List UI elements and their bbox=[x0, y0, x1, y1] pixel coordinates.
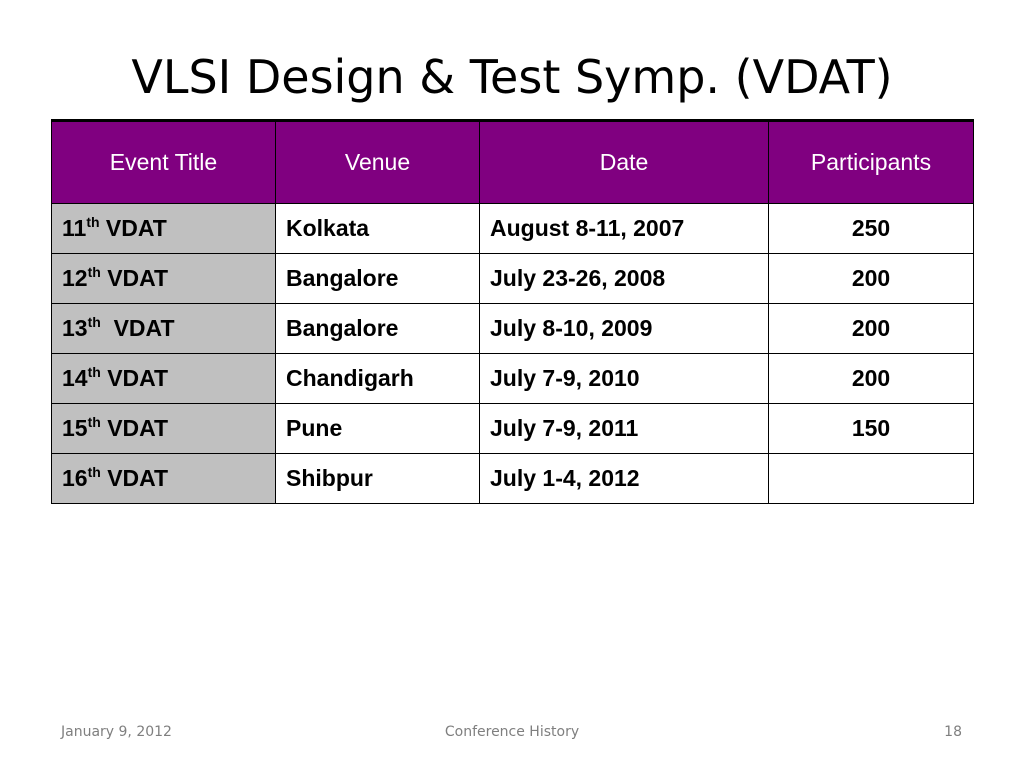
participants-cell: 250 bbox=[768, 203, 974, 254]
page-number: 18 bbox=[944, 724, 962, 740]
event-title-cell: 14th VDAT bbox=[51, 353, 276, 404]
venue-cell: Shibpur bbox=[275, 453, 480, 504]
event-title-cell: 11th VDAT bbox=[51, 203, 276, 254]
event-title-cell: 13th VDAT bbox=[51, 303, 276, 354]
participants-cell: 200 bbox=[768, 303, 974, 354]
date-cell: July 7-9, 2010 bbox=[479, 353, 769, 404]
event-name: VDAT bbox=[100, 415, 169, 441]
date-cell: July 7-9, 2011 bbox=[479, 403, 769, 454]
event-ordinal: 11 bbox=[62, 215, 87, 241]
event-ordinal: 15 bbox=[62, 415, 88, 441]
slide-title: VLSI Design & Test Symp. (VDAT) bbox=[131, 50, 893, 104]
event-name: VDAT bbox=[100, 265, 169, 291]
event-ordinal-suffix: th bbox=[87, 464, 101, 480]
event-title-cell: 12th VDAT bbox=[51, 253, 276, 304]
header-participants: Participants bbox=[768, 119, 974, 204]
date-cell: August 8-11, 2007 bbox=[479, 203, 769, 254]
footer-title: Conference History bbox=[444, 724, 580, 740]
event-name: VDAT bbox=[100, 365, 169, 391]
date-cell: July 23-26, 2008 bbox=[479, 253, 769, 304]
footer-date: January 9, 2012 bbox=[61, 724, 172, 740]
header-venue: Venue bbox=[275, 119, 480, 204]
event-ordinal-suffix: th bbox=[86, 214, 100, 230]
table-row: 15th VDAT Pune July 7-9, 2011 150 bbox=[51, 403, 974, 454]
event-ordinal-suffix: th bbox=[87, 264, 101, 280]
event-ordinal: 14 bbox=[62, 365, 88, 391]
venue-cell: Chandigarh bbox=[275, 353, 480, 404]
event-title-cell: 16th VDAT bbox=[51, 453, 276, 504]
header-event-title: Event Title bbox=[51, 119, 276, 204]
event-name: VDAT bbox=[100, 315, 175, 341]
table-row: 11th VDAT Kolkata August 8-11, 2007 250 bbox=[51, 203, 974, 254]
event-ordinal: 16 bbox=[62, 465, 88, 491]
participants-cell: 200 bbox=[768, 353, 974, 404]
event-name: VDAT bbox=[99, 215, 167, 241]
table-row: 13th VDAT Bangalore July 8-10, 2009 200 bbox=[51, 303, 974, 354]
venue-cell: Bangalore bbox=[275, 303, 480, 354]
table-row: 12th VDAT Bangalore July 23-26, 2008 200 bbox=[51, 253, 974, 304]
event-title-cell: 15th VDAT bbox=[51, 403, 276, 454]
event-ordinal-suffix: th bbox=[87, 314, 101, 330]
table-header-row: Event Title Venue Date Participants bbox=[51, 119, 974, 204]
event-ordinal-suffix: th bbox=[87, 364, 101, 380]
date-cell: July 1-4, 2012 bbox=[479, 453, 769, 504]
table-row: 16th VDAT Shibpur July 1-4, 2012 bbox=[51, 453, 974, 504]
header-date: Date bbox=[479, 119, 769, 204]
event-ordinal: 12 bbox=[62, 265, 88, 291]
date-cell: July 8-10, 2009 bbox=[479, 303, 769, 354]
event-ordinal-suffix: th bbox=[87, 414, 101, 430]
table-row: 14th VDAT Chandigarh July 7-9, 2010 200 bbox=[51, 353, 974, 404]
venue-cell: Pune bbox=[275, 403, 480, 454]
event-name: VDAT bbox=[100, 465, 169, 491]
event-ordinal: 13 bbox=[62, 315, 88, 341]
venue-cell: Kolkata bbox=[275, 203, 480, 254]
participants-cell bbox=[768, 453, 974, 504]
participants-cell: 150 bbox=[768, 403, 974, 454]
participants-cell: 200 bbox=[768, 253, 974, 304]
events-table: Event Title Venue Date Participants 11th… bbox=[51, 119, 974, 504]
venue-cell: Bangalore bbox=[275, 253, 480, 304]
